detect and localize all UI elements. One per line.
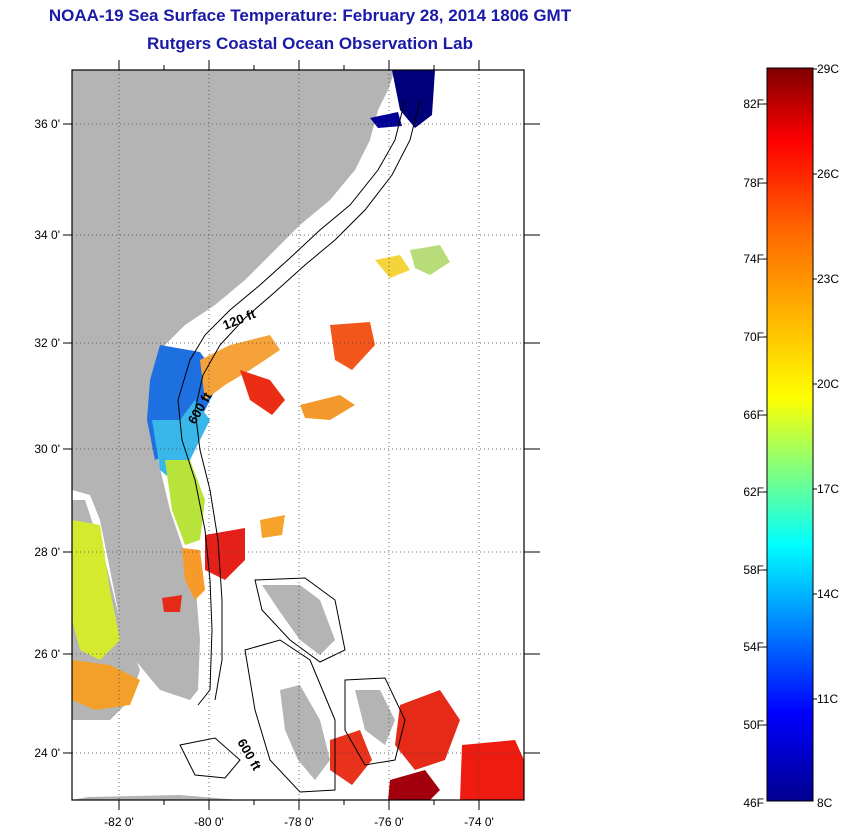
depth-contours: [177, 99, 421, 793]
colorbar-f-46: 46F: [743, 796, 764, 810]
sst-patch-yellow-gulf: [72, 520, 120, 660]
bahamas-island-2: [280, 685, 330, 780]
sst-patch-red-bahamas-2: [330, 730, 372, 785]
sst-patch-red-se: [460, 740, 524, 800]
axis-ticks: [63, 60, 540, 810]
sst-patch-orange-florida: [182, 548, 205, 600]
lat-label-32: 32 0': [34, 336, 60, 350]
lon-label-78: -78 0': [284, 815, 314, 829]
colorbar-f-66: 66F: [743, 408, 764, 422]
contour-bahamas-1: [254, 577, 346, 663]
sst-patch-ltblue-ne: [410, 245, 450, 275]
sst-patch-red-bahamas: [395, 690, 460, 770]
lat-label-28: 28 0': [34, 545, 60, 559]
sst-patches: [72, 70, 524, 800]
lon-label-74: -74 0': [464, 815, 494, 829]
colorbar-f-58: 58F: [743, 563, 764, 577]
colorbar-c-29: 29C: [817, 62, 840, 76]
sst-patch-yellow-ne: [375, 255, 410, 278]
lat-label-24: 24 0': [34, 746, 60, 760]
sst-patch-red-mid: [240, 370, 285, 415]
sst-patch-darkred-se: [388, 770, 440, 800]
cuba-land: [72, 795, 240, 800]
lat-label-30: 30 0': [34, 442, 60, 456]
colorbar-f-50: 50F: [743, 718, 764, 732]
sst-patch-red-east: [330, 322, 375, 370]
colorbar-ticks: [763, 68, 817, 726]
contour-bahamas-3: [344, 677, 406, 766]
graticule: [72, 70, 524, 800]
us-east-coast-land: [72, 70, 395, 700]
colorbar-c-11: 11C: [817, 692, 839, 706]
contour-bahamas-2: [244, 639, 336, 793]
bahamas-island-1: [262, 585, 335, 655]
bahamas-island-3: [355, 690, 395, 745]
colorbar: [766, 67, 814, 802]
colorbar-f-78: 78F: [743, 176, 764, 190]
colorbar-f-70: 70F: [743, 330, 764, 344]
sst-patch-red-small: [162, 595, 182, 612]
lon-label-82: -82 0': [104, 815, 134, 829]
sst-patch-orange-mid: [300, 395, 355, 420]
lon-label-80: -80 0': [194, 815, 224, 829]
contour-cuba: [179, 737, 241, 779]
colorbar-c-14: 14C: [817, 587, 840, 601]
sst-patch-orange-small: [260, 515, 285, 538]
sst-patch-orange-nearshore: [200, 335, 280, 400]
contour-120ft: [177, 99, 406, 706]
colorbar-f-62: 62F: [743, 485, 764, 499]
colorbar-f-74: 74F: [743, 252, 764, 266]
lat-label-34: 34 0': [34, 228, 60, 242]
sst-patch-orange-gulf: [72, 660, 140, 710]
map-title: NOAA-19 Sea Surface Temperature: Februar…: [48, 6, 572, 25]
colorbar-c-8: 8C: [817, 796, 833, 810]
contour-600ft: [194, 99, 421, 701]
colorbar-c-17: 17C: [817, 482, 840, 496]
sst-patch-navy: [392, 70, 435, 128]
colorbar-c-23: 23C: [817, 272, 840, 286]
sst-patch-red-florida: [205, 528, 245, 580]
colorbar-f-54: 54F: [743, 640, 764, 654]
colorbar-f-82: 82F: [743, 97, 764, 111]
sst-patch-navy-2: [370, 112, 402, 128]
colorbar-c-26: 26C: [817, 167, 840, 181]
lat-label-36: 36 0': [34, 117, 60, 131]
map-border: [71, 69, 525, 801]
lon-label-76: -76 0': [374, 815, 404, 829]
colorbar-c-20: 20C: [817, 377, 840, 391]
map-subtitle: Rutgers Coastal Ocean Observation Lab: [147, 34, 473, 53]
lat-label-26: 26 0': [34, 647, 60, 661]
